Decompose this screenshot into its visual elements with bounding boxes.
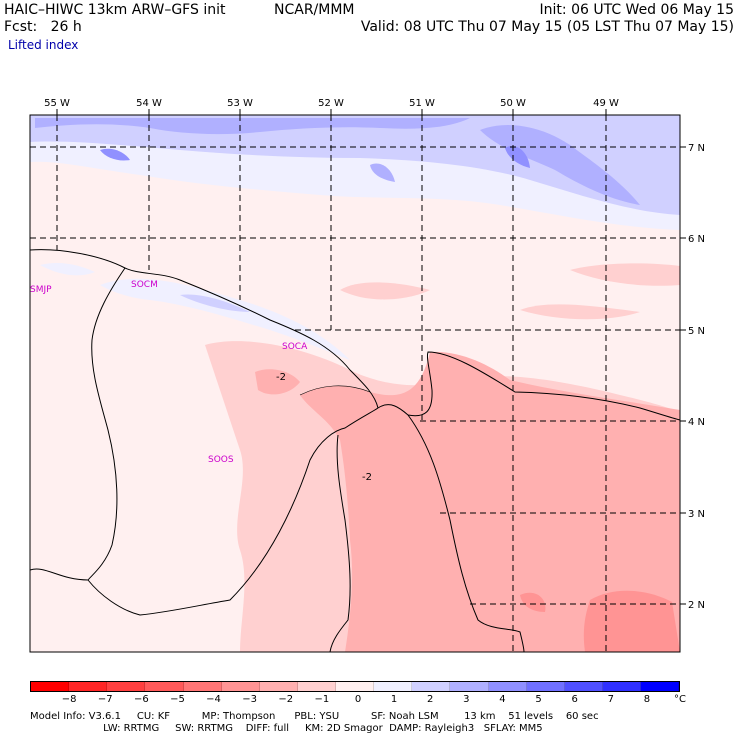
colorbar-swatch (259, 682, 298, 691)
colorbar-swatch (336, 682, 375, 691)
forecast-hour: Fcst: 26 h (4, 19, 82, 35)
colorbar-swatch (297, 682, 336, 691)
colorbar-unit: °C (674, 694, 686, 705)
contour-labels: -2 -2 (276, 372, 372, 483)
colorbar-label: −1 (314, 694, 330, 705)
model-info-line1: Model Info: V3.6.1 CU: KF MP: Thompson P… (30, 711, 599, 722)
map-frame (29, 114, 681, 653)
lon-label: 53 W (227, 98, 253, 109)
contour-label: -2 (276, 372, 286, 383)
lon-label: 55 W (44, 98, 70, 109)
colorbar-label: 5 (535, 694, 542, 705)
colorbar-swatch (374, 682, 413, 691)
lat-labels: 7 N 6 N 5 N 4 N 3 N 2 N (688, 143, 705, 611)
lat-label: 7 N (688, 143, 705, 154)
field-name: Lifted index (8, 38, 79, 52)
valid-time: Valid: 08 UTC Thu 07 May 15 (05 LST Thu … (360, 19, 734, 35)
colorbar-swatch (69, 682, 108, 691)
lat-label: 2 N (688, 600, 705, 611)
colorbar-swatch (526, 682, 565, 691)
lon-label: 54 W (136, 98, 162, 109)
colorbar-label: 6 (571, 694, 578, 705)
colorbar-label: −8 (61, 694, 77, 705)
lon-label: 49 W (593, 98, 619, 109)
colorbar-label: 4 (499, 694, 506, 705)
lat-label: 6 N (688, 234, 705, 245)
colorbar-label: −7 (97, 694, 113, 705)
shaded-field (30, 115, 680, 652)
colorbar-label: 1 (390, 694, 398, 705)
lon-label: 51 W (409, 98, 435, 109)
colorbar-swatch (145, 682, 184, 691)
lat-ticks (680, 146, 686, 605)
org-label: NCAR/MMM (274, 2, 355, 18)
colorbar-label: −5 (170, 694, 185, 705)
colorbar-swatch (183, 682, 222, 691)
station-label: SOOS (208, 455, 234, 465)
lon-labels: 55 W 54 W 53 W 52 W 51 W 50 W 49 W (44, 98, 619, 109)
colorbar-swatch (641, 682, 680, 691)
lon-label: 52 W (318, 98, 344, 109)
colorbar-label: −4 (206, 694, 221, 705)
contour-lines (299, 385, 371, 396)
colorbar-label: 0 (354, 694, 362, 705)
colorbar-swatch (412, 682, 451, 691)
colorbar-swatch (450, 682, 489, 691)
colorbar-label: −2 (278, 694, 294, 705)
lat-label: 3 N (688, 509, 705, 520)
colorbar (30, 681, 680, 692)
colorbar-swatch (107, 682, 146, 691)
contour-label: -2 (362, 472, 372, 483)
stations: SMJP SOCM SOCA SOOS (30, 280, 308, 465)
colorbar-label: 7 (607, 694, 614, 705)
lon-ticks (56, 109, 607, 115)
lat-lon-grid (30, 115, 680, 652)
model-info-line2: LW: RRTMG SW: RRTMG DIFF: full KM: 2D Sm… (30, 723, 543, 734)
model-title: HAIC–HIWC 13km ARW–GFS init (4, 2, 226, 18)
station-label: SOCM (131, 280, 158, 290)
colorbar-swatch (564, 682, 603, 691)
init-time: Init: 06 UTC Wed 06 May 15 (539, 2, 734, 18)
colorbar-swatch (488, 682, 527, 691)
lat-label: 5 N (688, 326, 705, 337)
colorbar-label: 3 (463, 694, 470, 705)
lat-label: 4 N (688, 417, 705, 428)
colorbar-swatch (221, 682, 260, 691)
colorbar-label: −3 (242, 694, 258, 705)
colorbar-swatch (602, 682, 641, 691)
colorbar-swatch (31, 682, 70, 691)
colorbar-label: −6 (133, 694, 149, 705)
lon-label: 50 W (500, 98, 526, 109)
colorbar-label: 2 (427, 694, 434, 705)
station-label: SOCA (282, 342, 308, 352)
station-label: SMJP (30, 285, 52, 295)
colorbar-label: 8 (643, 694, 651, 705)
